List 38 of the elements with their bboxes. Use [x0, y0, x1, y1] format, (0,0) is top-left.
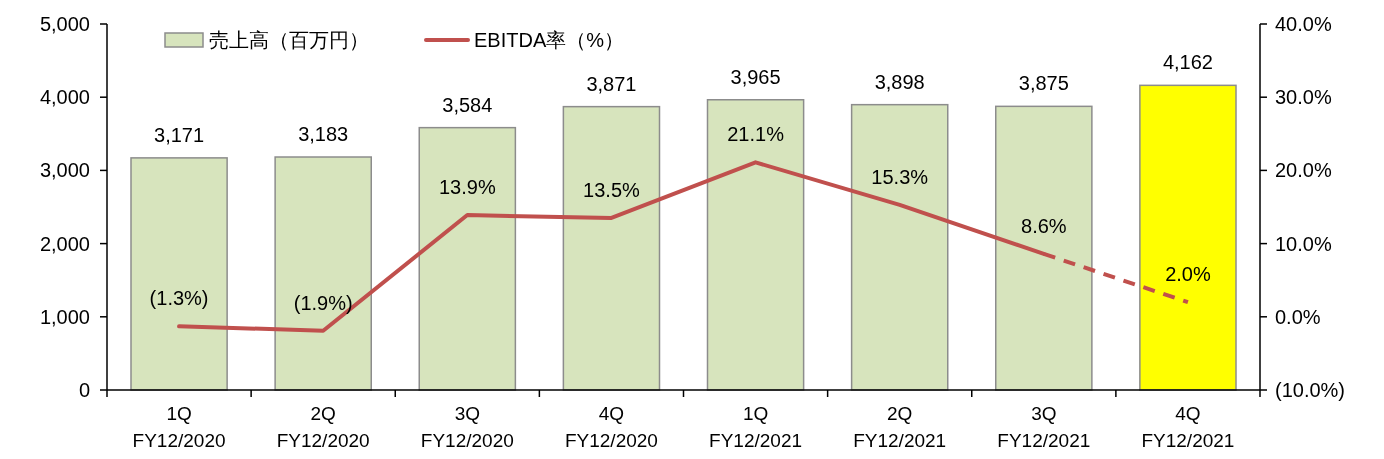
data-label: 21.1%: [727, 123, 785, 146]
data-label: 3,898: [874, 70, 925, 93]
legend-label: EBITDA率（%）: [474, 29, 625, 51]
y2-tick-label: 10.0%: [1275, 232, 1332, 255]
y2-tick-label: 20.0%: [1275, 159, 1332, 182]
x-tick-label: 3Q FY12/2020: [420, 403, 514, 451]
x-tick-label: 2Q FY12/2021: [853, 403, 947, 451]
legend-label: 売上高（百万円）: [209, 29, 369, 51]
data-label: 3,871: [586, 72, 637, 95]
y-tick-label: 1,000: [39, 305, 90, 328]
data-label: 15.3%: [871, 165, 929, 188]
data-label: 4,162: [1162, 51, 1213, 74]
data-label: 13.5%: [583, 178, 640, 201]
y-tick-label: 3,000: [39, 159, 90, 182]
y2-tick-label: (10.0%): [1275, 379, 1346, 401]
data-label: 3,965: [730, 65, 781, 88]
y-tick-label: 0: [78, 379, 90, 401]
y2-tick-label: 0.0%: [1275, 305, 1321, 328]
data-label: 2.0%: [1165, 263, 1211, 286]
x-tick-label: 4Q FY12/2020: [564, 403, 658, 451]
x-tick-label: 1Q FY12/2020: [132, 403, 226, 451]
y-tick-label: 4,000: [39, 86, 90, 109]
data-label: 13.9%: [438, 176, 496, 199]
x-tick-label: 4Q FY12/2021: [1141, 403, 1235, 451]
data-label: 3,584: [442, 93, 493, 116]
x-tick-label: 2Q FY12/2020: [276, 403, 370, 451]
x-tick-label: 1Q FY12/2021: [709, 403, 803, 451]
data-label: (1.3%): [149, 287, 209, 310]
data-label: 3,875: [1018, 72, 1069, 95]
data-label: 3,183: [298, 123, 349, 145]
y-tick-label: 2,000: [39, 232, 90, 255]
x-tick-label: 3Q FY12/2021: [997, 403, 1091, 451]
y2-tick-label: 30.0%: [1275, 86, 1332, 109]
y2-tick-label: 40.0%: [1275, 13, 1332, 35]
data-label: 8.6%: [1021, 214, 1067, 237]
data-label: (1.9%): [293, 291, 353, 314]
y-tick-label: 5,000: [39, 13, 90, 35]
data-label: 3,171: [154, 123, 205, 146]
